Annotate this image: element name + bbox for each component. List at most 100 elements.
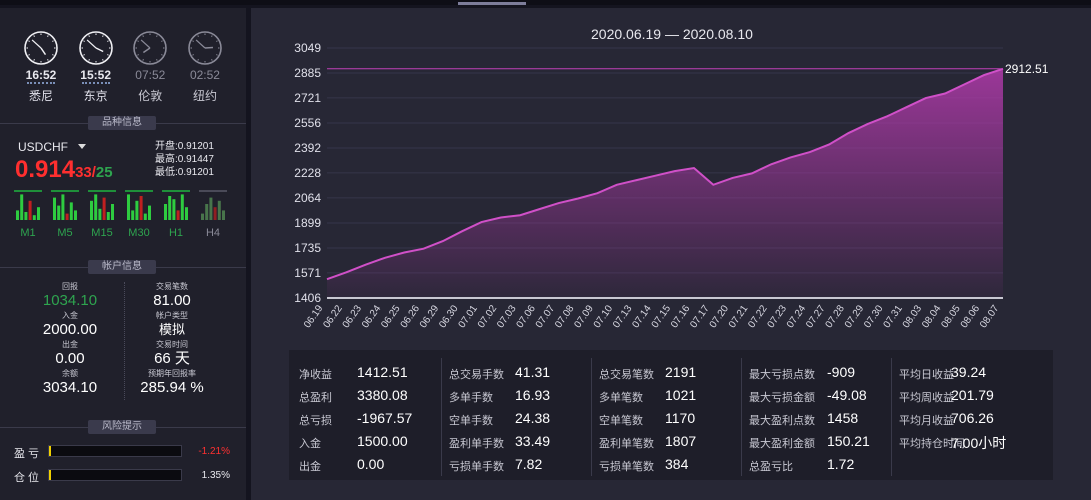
signal-cap <box>199 190 227 192</box>
open-label: 开盘: <box>155 141 178 152</box>
clock-face <box>133 31 168 65</box>
chart-title: 2020.06.19 — 2020.08.10 <box>591 26 753 42</box>
y-tick-label: 1406 <box>294 291 321 305</box>
x-tick-label: 07.31 <box>882 303 906 330</box>
signal-bar <box>209 197 213 220</box>
price-main: 0.914 <box>15 156 76 183</box>
y-tick-label: 1571 <box>294 266 321 280</box>
stat-label: 总亏损 <box>299 415 332 427</box>
account-trades: 交易笔数 81.00 <box>122 282 222 309</box>
timeframe-label: M15 <box>91 227 113 239</box>
clock-tick <box>192 54 194 56</box>
signal-bar <box>185 207 188 220</box>
timeframe-h4[interactable]: H4 <box>199 190 227 239</box>
balance-label: 余额 <box>62 369 78 378</box>
stat-value: 39.24 <box>951 364 987 380</box>
signal-bar <box>217 200 221 220</box>
signal-bar <box>148 205 151 220</box>
x-tick-label: 08.07 <box>978 303 1002 330</box>
clock-london: 07:52 伦敦 <box>127 30 173 116</box>
x-tick-label: 08.04 <box>920 303 944 330</box>
signal-cap <box>88 190 116 192</box>
stat-value: 706.26 <box>951 410 994 426</box>
timeframe-m1[interactable]: M1 <box>14 190 42 239</box>
stat-value: 7.82 <box>515 456 543 472</box>
x-tick-label: 07.07 <box>534 303 558 330</box>
clock-tick <box>47 59 49 61</box>
risk-section-header: 风险提示 <box>0 420 246 434</box>
x-tick-label: 07.14 <box>630 303 654 330</box>
stat-value: 1500.00 <box>357 433 408 449</box>
clock-tick <box>47 35 49 37</box>
account-withdraw: 出金 0.00 <box>20 340 120 367</box>
x-tick-label: 08.06 <box>959 303 983 330</box>
timeframe-label: M1 <box>20 227 36 239</box>
timeframe-label: H1 <box>168 227 184 239</box>
timeframe-label: M30 <box>128 227 150 239</box>
stat-label: 平均日收益 <box>899 369 954 381</box>
signal-bar <box>222 210 225 220</box>
balance-value: 3034.10 <box>42 379 98 396</box>
account-time: 交易时间 66 天 <box>122 340 222 367</box>
return-value: 1034.10 <box>42 292 98 309</box>
clock-tick <box>87 59 90 61</box>
signal-bar <box>135 200 139 220</box>
timeframe-m30[interactable]: M30 <box>125 190 153 239</box>
signal-bars-icon <box>88 190 116 220</box>
y-tick-label: 2721 <box>294 91 321 105</box>
stat-value: 3380.08 <box>357 387 408 403</box>
stat-value: 384 <box>665 456 689 472</box>
stat-label: 最大亏损金额 <box>749 392 815 404</box>
symbol-name[interactable]: USDCHF <box>18 140 68 154</box>
signal-cap <box>51 190 79 192</box>
signal-bar <box>74 210 77 220</box>
account-balance: 余额 3034.10 <box>20 369 120 396</box>
clock-tokyo: 15:52 东京 <box>73 30 119 116</box>
x-tick-label: 07.22 <box>746 303 770 330</box>
high-value: 0.91447 <box>177 154 214 165</box>
minute-hand <box>86 39 97 49</box>
position-risk-bar <box>48 469 182 481</box>
signal-bar <box>180 194 184 220</box>
clock-tick <box>28 54 30 56</box>
clock-tick <box>142 59 145 61</box>
low-value: 0.91201 <box>177 167 214 178</box>
stat-value: 1807 <box>665 433 697 449</box>
stat-label: 总交易手数 <box>449 369 504 381</box>
time-value: 66 天 <box>154 350 190 367</box>
low-label: 最低: <box>155 167 178 178</box>
signal-bar <box>143 213 147 220</box>
clock-tick <box>106 54 109 56</box>
clock-tick <box>28 40 30 42</box>
clock-tick <box>161 54 164 56</box>
y-tick-label: 2556 <box>294 116 321 130</box>
clock-tick <box>87 35 90 37</box>
x-tick-label: 07.13 <box>611 303 635 330</box>
timeframe-m15[interactable]: M15 <box>88 190 116 239</box>
stat-label: 出金 <box>299 461 321 473</box>
y-tick-label: 2064 <box>294 191 321 205</box>
x-tick-label: 06.26 <box>399 303 423 330</box>
timeframe-m5[interactable]: M5 <box>51 190 79 239</box>
x-tick-label: 07.27 <box>804 303 828 330</box>
product-section-header: 品种信息 <box>0 116 246 130</box>
signal-bar <box>164 204 167 220</box>
clock-city: 伦敦 <box>138 89 163 103</box>
minute-hand <box>140 39 151 49</box>
stat-label: 最大盈利金额 <box>749 438 815 450</box>
stat-label: 盈利单手数 <box>449 438 504 450</box>
active-tab-indicator[interactable] <box>458 2 526 5</box>
pos-value: 1.35% <box>201 470 230 481</box>
chevron-down-icon[interactable] <box>78 144 86 149</box>
timeframe-h1[interactable]: H1 <box>162 190 190 239</box>
stat-value: 1412.51 <box>357 364 408 380</box>
clock-tick <box>52 40 54 42</box>
time-label: 交易时间 <box>156 340 188 349</box>
type-label: 帐户类型 <box>156 311 188 320</box>
clock-icon <box>24 31 58 65</box>
world-clocks: 16:52 悉尼 15:52 东京 07:52 伦敦 02:52 纽约 <box>18 30 228 116</box>
section-title: 帐户信息 <box>88 260 156 274</box>
stat-label: 入金 <box>299 438 321 450</box>
x-tick-label: 07.09 <box>572 303 596 330</box>
stat-label: 最大亏损点数 <box>749 369 815 381</box>
